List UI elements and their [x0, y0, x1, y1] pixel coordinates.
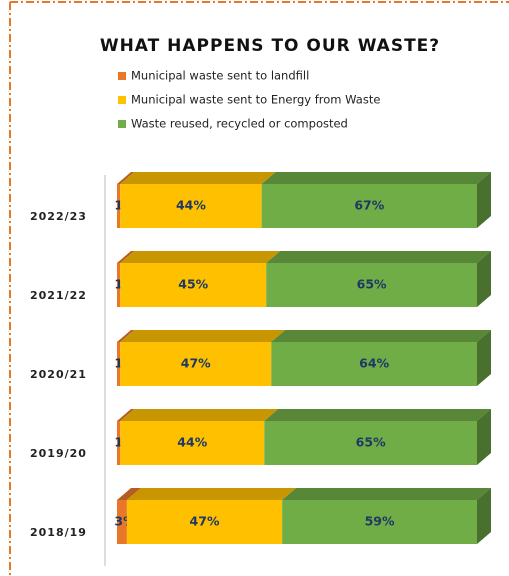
bar-side — [477, 251, 491, 307]
value-label: 45% — [178, 277, 208, 292]
bar-top — [120, 172, 276, 184]
bar-segment — [120, 184, 262, 228]
category-label: 2022/23 — [30, 210, 87, 223]
legend-label: Waste reused, recycled or composted — [131, 117, 348, 131]
bar-segment — [282, 500, 477, 544]
bar-side — [477, 172, 491, 228]
bar-segment — [117, 342, 121, 386]
bar-top — [266, 251, 491, 263]
bar-side — [477, 330, 491, 386]
bar-top — [117, 330, 135, 342]
legend-swatch — [118, 96, 126, 104]
bar-top — [120, 330, 286, 342]
legend-swatch — [118, 120, 126, 128]
value-label: 65% — [357, 277, 387, 292]
bar-segment — [261, 184, 477, 228]
value-label: 47% — [190, 514, 220, 529]
bar-segment — [120, 342, 272, 386]
bar-top — [282, 488, 491, 500]
category-label: 2021/22 — [30, 289, 87, 302]
bar-top — [126, 488, 297, 500]
bar-top — [117, 409, 135, 421]
bar-segment — [117, 263, 121, 307]
category-label: 2020/21 — [30, 368, 87, 381]
value-label: 59% — [365, 514, 395, 529]
bar-top — [120, 409, 279, 421]
bar-segment — [266, 263, 477, 307]
category-label: 2019/20 — [30, 447, 87, 460]
bar-top — [271, 330, 491, 342]
value-label: 64% — [359, 356, 389, 371]
bar-top — [264, 409, 491, 421]
bar-segment — [126, 500, 283, 544]
bar-side — [477, 409, 491, 465]
bar-top — [117, 172, 135, 184]
value-label: 47% — [181, 356, 211, 371]
legend-label: Municipal waste sent to landfill — [131, 69, 309, 83]
bar-side — [477, 488, 491, 544]
bar-segment — [117, 184, 121, 228]
category-label: 2018/19 — [30, 526, 87, 539]
bar-segment — [117, 500, 127, 544]
bar-top — [117, 488, 141, 500]
bar-segment — [117, 421, 121, 465]
chart-title: WHAT HAPPENS TO OUR WASTE? — [100, 36, 440, 56]
legend-label: Municipal waste sent to Energy from Wast… — [131, 93, 380, 107]
bar-top — [261, 172, 491, 184]
bar-top — [120, 251, 281, 263]
value-label: 44% — [176, 198, 206, 213]
bar-segment — [120, 263, 267, 307]
value-label: 65% — [356, 435, 386, 450]
value-label: 44% — [177, 435, 207, 450]
legend-swatch — [118, 72, 126, 80]
bar-top — [117, 251, 135, 263]
bar-segment — [264, 421, 477, 465]
bar-segment — [120, 421, 265, 465]
value-label: 67% — [354, 198, 384, 213]
bar-segment — [271, 342, 477, 386]
